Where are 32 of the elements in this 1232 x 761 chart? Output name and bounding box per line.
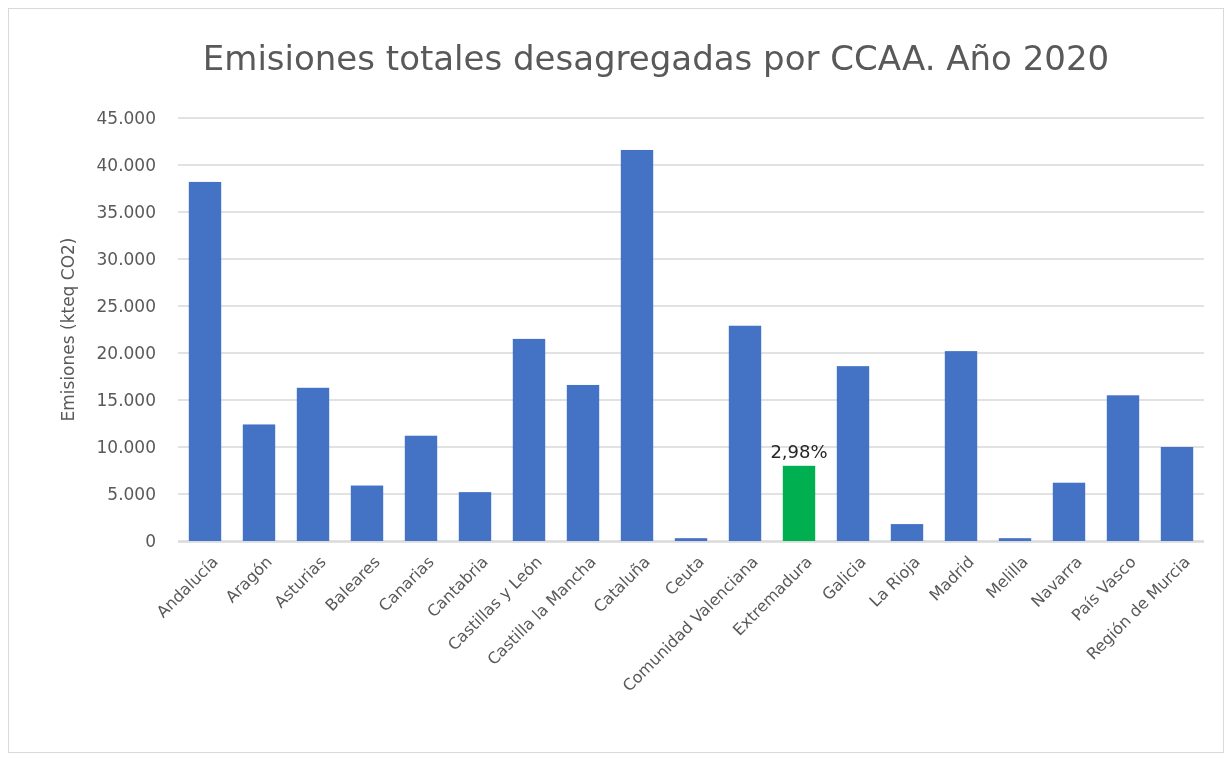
- y-tick-label: 30.000: [96, 248, 156, 269]
- bar: [404, 435, 438, 541]
- bar: [728, 325, 762, 541]
- chart-title: Emisiones totales desagregadas por CCAA. Año 2020: [202, 38, 1110, 78]
- bar: [242, 424, 276, 541]
- bar: [782, 465, 816, 541]
- bar: [1106, 395, 1140, 541]
- y-tick-label: 15.000: [96, 389, 156, 410]
- y-tick-label: 25.000: [96, 295, 156, 316]
- y-axis-title: Emisiones (kteq CO2): [58, 237, 78, 422]
- bar: [836, 366, 870, 541]
- bar: [1160, 447, 1194, 541]
- y-tick-label: 45.000: [96, 107, 156, 128]
- bar: [998, 538, 1032, 541]
- y-tick-label: 20.000: [96, 342, 156, 363]
- bar: [620, 149, 654, 541]
- bar: [890, 524, 924, 541]
- bar: [296, 387, 330, 541]
- bar: [674, 538, 708, 541]
- y-tick-label: 10.000: [96, 436, 156, 457]
- bar: [188, 181, 222, 541]
- y-tick-label: 5.000: [107, 483, 156, 504]
- bar: [944, 351, 978, 541]
- annotation: 2,98%: [770, 440, 828, 462]
- bar: [1052, 482, 1086, 541]
- y-tick-label: 35.000: [96, 201, 156, 222]
- bar: [566, 384, 600, 541]
- bar: [512, 338, 546, 541]
- y-tick-label: 0: [145, 530, 156, 551]
- bar: [350, 485, 384, 541]
- y-tick-label: 40.000: [96, 154, 156, 175]
- bar: [458, 492, 492, 541]
